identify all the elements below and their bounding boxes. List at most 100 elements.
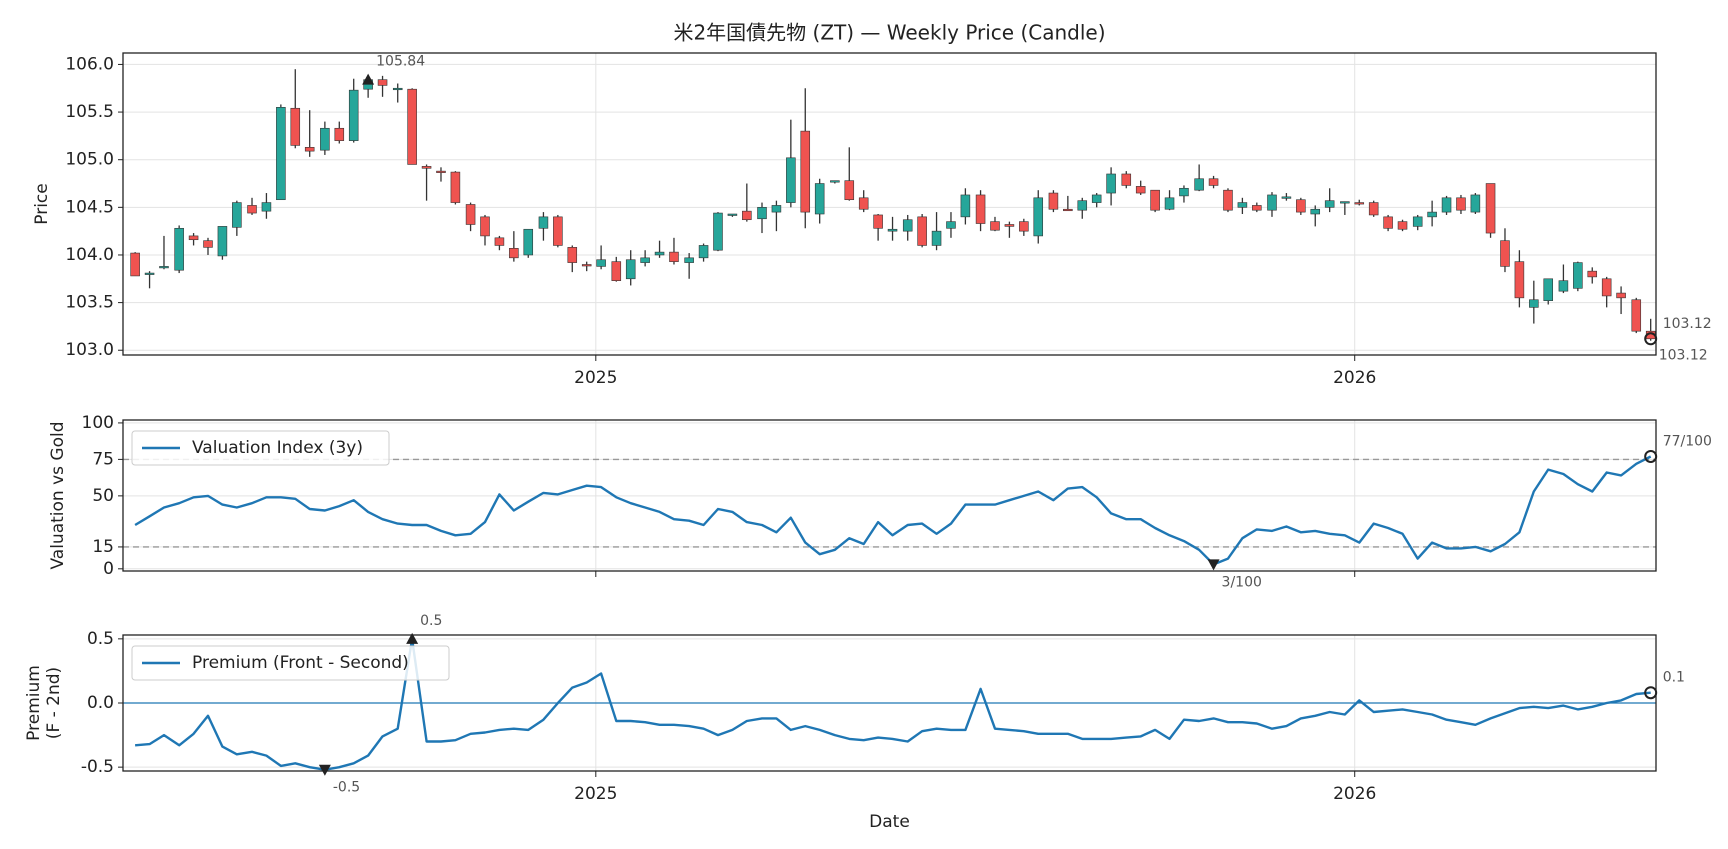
y-axis-label: Price (32, 183, 52, 224)
legend-box (131, 430, 390, 466)
candle-body (1354, 202, 1365, 205)
candle-body (1456, 197, 1466, 211)
candle-body (421, 166, 432, 169)
candle-body (887, 228, 898, 232)
candle-body (1135, 186, 1146, 194)
annotation: 3/100 (1222, 574, 1262, 590)
candle-body (814, 183, 825, 215)
candle-body (538, 216, 549, 229)
candle-body (1121, 173, 1132, 186)
legend-box (131, 645, 450, 681)
candle-body (1397, 221, 1408, 230)
candle-body (1558, 280, 1569, 292)
candle-body (1281, 196, 1292, 199)
candle-body (1601, 278, 1612, 297)
line-series (134, 455, 1652, 566)
candle-body (553, 216, 563, 246)
candle-body (713, 212, 723, 251)
candle-body (465, 204, 476, 225)
candle-body (188, 235, 199, 241)
candle-body (858, 197, 869, 210)
annotation: 103.12 (1659, 348, 1708, 364)
chart-title: 米2年国債先物 (ZT) — Weekly Price (Candle) (673, 21, 1105, 45)
candle-body (450, 171, 461, 203)
candle-body (480, 216, 490, 237)
candle-body (1529, 299, 1539, 308)
candle-body (436, 170, 446, 173)
y-tick-label: 106.0 (65, 54, 114, 74)
candle-body (334, 127, 345, 141)
y-tick-label: 103.0 (65, 340, 114, 360)
candle-body (1223, 189, 1233, 211)
candle-body (276, 107, 286, 201)
candle-body (1179, 187, 1189, 197)
candle-body (1106, 173, 1116, 194)
x-tick-label: 2025 (574, 784, 617, 804)
candle-body (1267, 194, 1277, 211)
candle-body (654, 251, 665, 256)
candle-body (771, 205, 782, 213)
x-axis-label: Date (869, 812, 910, 832)
candle-body (625, 259, 636, 280)
candle-body (392, 87, 403, 91)
candle-body (1368, 202, 1379, 216)
line-series (135, 637, 1651, 771)
candle-body (698, 245, 709, 259)
legend-label: Valuation Index (3y) (192, 438, 363, 458)
candle-body (1150, 189, 1160, 211)
candle-body (290, 107, 301, 146)
y-tick-label: 50 (92, 486, 114, 506)
candle-body (669, 251, 679, 262)
candle-body (1252, 205, 1262, 211)
candle-body (1485, 183, 1496, 234)
candle-body (1441, 197, 1452, 213)
candle-body (348, 89, 359, 141)
candle-body (494, 237, 505, 246)
candle-body (1616, 292, 1626, 299)
y-tick-label: 105.5 (65, 102, 114, 122)
candle-body (174, 227, 184, 271)
candle-body (1237, 202, 1248, 208)
candle-body (757, 207, 767, 220)
marker-max (406, 632, 419, 644)
y-tick-label: 100 (82, 413, 114, 433)
candle-body (786, 157, 796, 203)
candle-body (902, 219, 913, 232)
candle-body (1077, 200, 1088, 211)
candle-body (1048, 192, 1059, 210)
candle-body (1208, 178, 1219, 186)
candle-body (261, 202, 272, 212)
marker-min (1207, 559, 1220, 571)
x-tick-label: 2025 (574, 368, 617, 388)
candle-body (1543, 278, 1554, 301)
y-tick-label: 104.5 (65, 197, 114, 217)
annotation: 0.1 (1663, 670, 1685, 686)
candle-body (1631, 299, 1642, 332)
candle-body (640, 257, 650, 263)
legend-label: Premium (Front - Second) (192, 653, 409, 673)
plot-frame (122, 634, 1657, 772)
candle-body (975, 194, 986, 224)
legend: Premium (Front - Second) (131, 645, 450, 681)
candle-body (1500, 240, 1510, 267)
candle-body (232, 202, 242, 228)
candle-body (1063, 208, 1073, 212)
candle-body (990, 221, 1000, 231)
candle-body (931, 230, 942, 246)
candle-body (844, 180, 855, 201)
candle-body (567, 247, 578, 263)
candle-body (320, 127, 330, 151)
candle-body (1427, 211, 1437, 218)
candle-body (130, 252, 140, 277)
candle-body (1019, 221, 1029, 232)
candle-body (1310, 208, 1321, 215)
candle-body (1514, 261, 1525, 299)
annotation: -0.5 (333, 780, 360, 796)
candle-body (144, 272, 155, 275)
annotation: 105.84 (376, 54, 425, 70)
candle-body (596, 259, 606, 267)
candle-body (1470, 194, 1481, 213)
candle-body (377, 79, 388, 86)
y-tick-label: 0 (103, 559, 114, 579)
